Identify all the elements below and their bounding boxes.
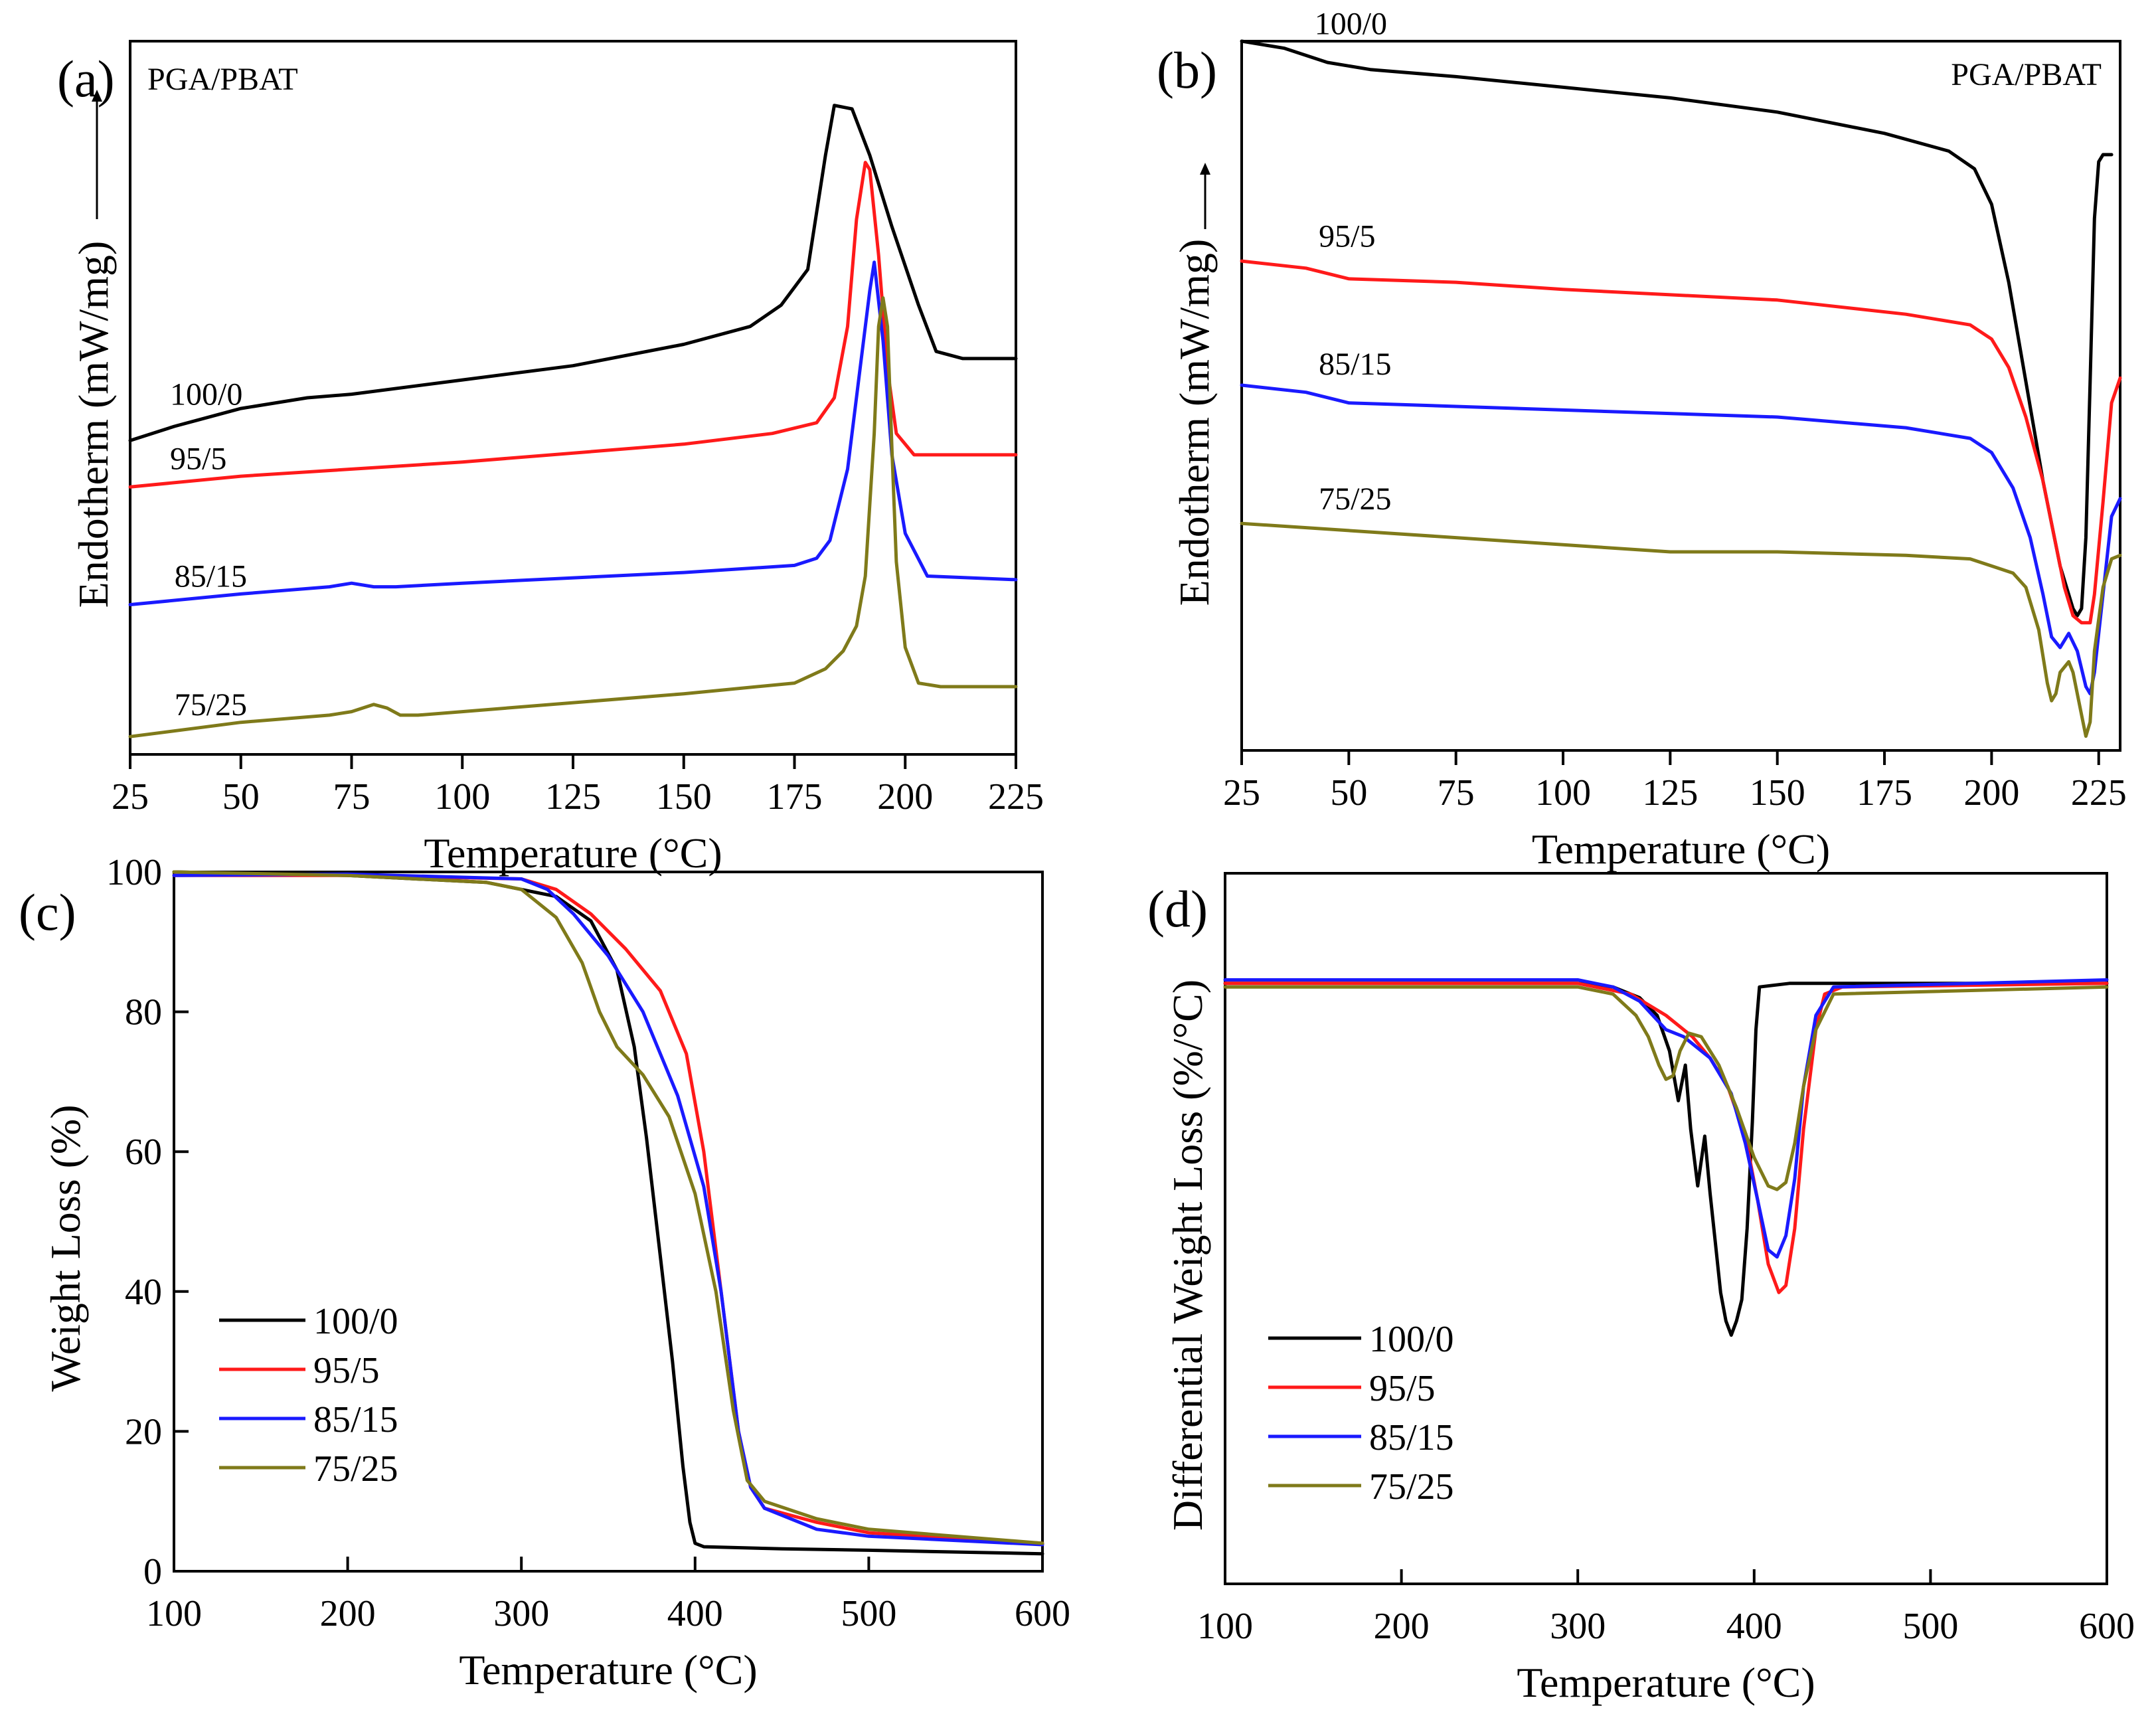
x-tick-label: 500: [841, 1593, 896, 1634]
series-line-75-25: [172, 870, 1044, 1545]
y-axis-label: Endotherm (mW/mg): [1171, 239, 1218, 606]
x-tick-label: 150: [1750, 772, 1805, 814]
legend-label: 75/25: [313, 1448, 398, 1490]
panel-label: (d): [1147, 880, 1208, 938]
x-tick-label: 100: [1197, 1606, 1253, 1647]
x-tick-label: 175: [1857, 772, 1912, 814]
panel-c: 100 200 300 400 500 600 0 20 40 60 80 100 Temperatur…: [19, 852, 1070, 1693]
series-line-85-15: [172, 872, 1044, 1547]
x-tick-label: 125: [545, 776, 601, 817]
legend: 100/0 95/5 85/15 75/25: [1268, 1319, 1454, 1507]
panel-a: 25 50 75 100 125 150 175 200 225 Temperature (°C)…: [57, 40, 1044, 877]
panel-label: (a): [57, 50, 115, 108]
x-tick-label: 75: [1438, 772, 1475, 814]
panel-label: (b): [1157, 41, 1217, 99]
legend-label: 85/15: [1369, 1417, 1454, 1458]
series-annotation: 75/25: [175, 687, 247, 723]
series-line-75-25: [128, 296, 1018, 738]
series-line-75-25: [1240, 521, 2122, 738]
y-axis-label: Endotherm (mW/mg): [70, 241, 117, 608]
legend-label: 95/5: [313, 1350, 380, 1391]
x-tick-label: 500: [1902, 1606, 1958, 1647]
x-axis-label: Temperature (°C): [424, 829, 722, 877]
y-tick-label: 20: [125, 1411, 162, 1452]
x-tick-label: 100: [146, 1593, 202, 1634]
arrow-head-icon: [1200, 163, 1210, 175]
x-tick-label: 25: [1223, 772, 1260, 814]
panel-b: 25 50 75 100 125 150 175 200 225 Temperature (°C)…: [1157, 6, 2127, 873]
x-tick-label: 50: [1330, 772, 1367, 814]
x-tick-label: 600: [2079, 1606, 2135, 1647]
series-annotation: 85/15: [175, 559, 247, 594]
series-line-95-5: [128, 161, 1018, 489]
x-tick-label: 175: [767, 776, 823, 817]
legend-label: 95/5: [1369, 1368, 1436, 1409]
series-annotation: 100/0: [170, 377, 242, 412]
x-tick-label: 200: [877, 776, 933, 817]
x-tick-label: 150: [656, 776, 712, 817]
series-line-75-25: [1223, 985, 2109, 1191]
legend-label: 100/0: [1369, 1319, 1454, 1360]
y-tick-label: 80: [125, 992, 162, 1033]
x-tick-label: 200: [320, 1593, 376, 1634]
y-tick-label: 0: [143, 1551, 162, 1592]
series-annotation: 75/25: [1319, 481, 1391, 517]
legend-label: 100/0: [313, 1301, 398, 1342]
x-tick-label: 25: [112, 776, 149, 817]
x-tick-label: 50: [222, 776, 260, 817]
x-tick-label: 100: [434, 776, 490, 817]
series-line-100-0: [128, 104, 1018, 442]
x-tick-label: 100: [1535, 772, 1591, 814]
sample-annotation: PGA/PBAT: [147, 62, 298, 97]
y-axis-label: Weight Loss (%): [42, 1104, 89, 1391]
y-tick-label: 40: [125, 1272, 162, 1313]
y-tick-label: 100: [106, 852, 162, 893]
legend-label: 75/25: [1369, 1466, 1454, 1507]
x-tick-label: 400: [1726, 1606, 1782, 1647]
series-annotation: 85/15: [1319, 347, 1391, 382]
series-line-100-0: [172, 870, 1044, 1556]
legend: 100/0 95/5 85/15 75/25: [219, 1301, 398, 1490]
arrow-head-icon: [92, 90, 102, 102]
y-tick-label: 60: [125, 1132, 162, 1173]
x-tick-label: 200: [1963, 772, 2019, 814]
x-tick-label: 225: [2071, 772, 2127, 814]
series-line-100-0: [1240, 39, 2114, 618]
panel-label: (c): [19, 883, 76, 941]
panel-d: 100 200 300 400 500 600 Temperature (°C) Differ…: [1147, 872, 2135, 1706]
x-tick-label: 300: [1550, 1606, 1606, 1647]
series-annotation: 100/0: [1315, 6, 1387, 41]
x-tick-label: 300: [493, 1593, 549, 1634]
plot-frame: [1224, 872, 2108, 1585]
x-axis-label: Temperature (°C): [1517, 1659, 1815, 1706]
plot-frame: [173, 871, 1044, 1573]
x-tick-label: 600: [1015, 1593, 1070, 1634]
y-axis-label: Differential Weight Loss (%/°C): [1164, 980, 1211, 1531]
x-tick-label: 225: [988, 776, 1044, 817]
series-annotation: 95/5: [170, 441, 226, 476]
series-line-95-5: [1240, 259, 2122, 625]
x-tick-label: 75: [333, 776, 371, 817]
x-tick-label: 200: [1374, 1606, 1430, 1647]
plot-frame: [1240, 40, 2121, 752]
legend-label: 85/15: [313, 1399, 398, 1440]
x-tick-label: 125: [1642, 772, 1698, 814]
sample-annotation: PGA/PBAT: [1951, 57, 2102, 92]
x-axis-label: Temperature (°C): [459, 1646, 757, 1693]
series-annotation: 95/5: [1319, 219, 1375, 254]
x-tick-label: 400: [667, 1593, 723, 1634]
x-axis-label: Temperature (°C): [1532, 825, 1830, 873]
